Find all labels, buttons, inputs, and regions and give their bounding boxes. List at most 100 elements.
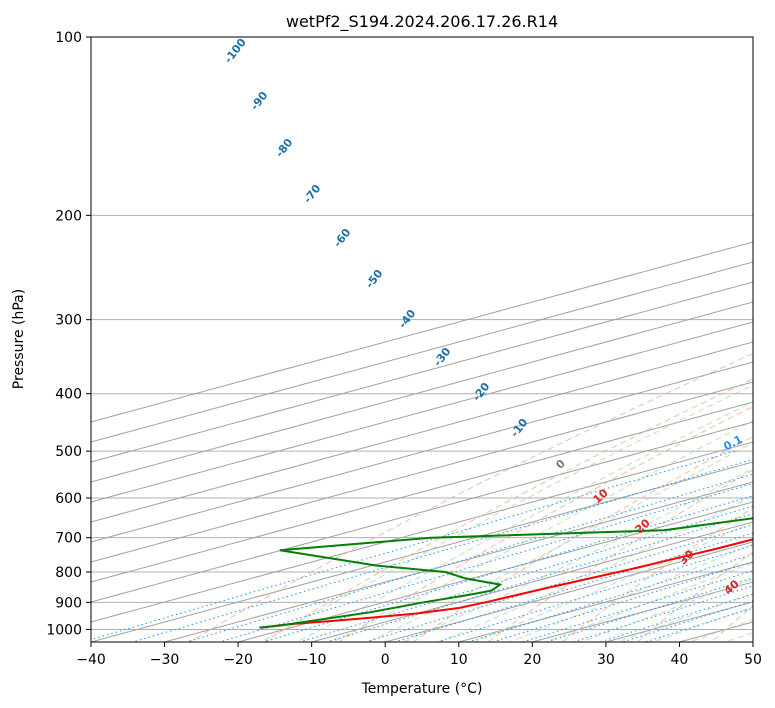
dry-adiabat-label: -100 — [222, 36, 249, 66]
moist-adiabat-line — [579, 578, 753, 642]
moist-adiabat-line — [367, 442, 753, 642]
isotherm-line — [91, 321, 753, 503]
x-tick-label: −20 — [223, 652, 253, 668]
chart-title: wetPf2_S194.2024.206.17.26.R14 — [286, 12, 558, 32]
isotherm-line — [383, 541, 753, 642]
plot-area: -100-90-80-70-60-50-40-30-20-10010203040… — [91, 36, 775, 642]
moist-adiabat-label: 30 — [677, 547, 697, 567]
data-series — [259, 517, 753, 629]
isotherm-line — [91, 341, 753, 523]
moist-adiabat-line — [651, 606, 753, 642]
x-tick-label: −40 — [76, 652, 106, 668]
isotherm-line — [751, 641, 753, 642]
y-axis-ticks: 1000 900 800 700 600 500 400 300 200 100 — [46, 30, 91, 638]
moist-adiabat-line — [295, 401, 753, 642]
y-tick-label: 900 — [55, 595, 82, 611]
mixing-ratio-line — [620, 600, 753, 642]
isotherm-line — [91, 441, 753, 623]
x-tick-label: 20 — [523, 652, 541, 668]
x-axis-label: Temperature (°C) — [361, 681, 483, 697]
mixing-ratio-line — [490, 561, 753, 642]
mixing-ratio-line — [184, 473, 753, 642]
mixing-ratio-line — [643, 607, 753, 642]
x-tick-label: 0 — [381, 652, 390, 668]
mixing-ratio-line — [298, 505, 753, 642]
isotherm-line — [91, 281, 753, 463]
x-tick-label: −30 — [150, 652, 180, 668]
isotherm-line — [236, 501, 753, 642]
isotherm-line — [677, 621, 753, 642]
mixing-ratio-line — [324, 513, 753, 642]
mixing-ratio-line — [435, 544, 753, 642]
isotherm-line — [91, 461, 753, 642]
mixing-ratio-line — [131, 458, 753, 642]
y-tick-label: 200 — [55, 208, 82, 224]
y-tick-label: 600 — [55, 491, 82, 507]
dry-adiabat-label: -70 — [301, 182, 324, 206]
mixing-ratio-line — [466, 553, 753, 642]
x-tick-label: 10 — [450, 652, 468, 668]
moist-adiabat-label: 20 — [633, 516, 653, 536]
dry-adiabat-line — [487, 469, 753, 642]
y-tick-label: 800 — [55, 565, 82, 581]
mixing-ratio-label: 0.2 — [768, 433, 775, 454]
moist-adiabat-line — [543, 562, 753, 642]
dry-adiabat-line — [711, 605, 753, 642]
y-tick-label: 300 — [55, 313, 82, 329]
isotherm-line — [91, 381, 753, 563]
x-axis-ticks: −40 −30 −20 −10 0 10 20 30 40 50 — [76, 642, 762, 668]
y-tick-label: 400 — [55, 387, 82, 403]
moist-adiabat-line — [259, 384, 753, 642]
moist-adiabat-label: 10 — [591, 486, 611, 506]
temperature-profile-line — [261, 538, 753, 629]
isotherm-line — [530, 581, 753, 642]
y-axis-label: Pressure (hPa) — [11, 289, 27, 389]
isotherm-line — [91, 241, 753, 423]
moist-adiabats — [259, 384, 753, 642]
plot-frame — [90, 36, 754, 643]
isotherm-line — [91, 301, 753, 483]
dry-adiabat-label: -50 — [363, 267, 386, 291]
isotherm-line — [91, 401, 753, 583]
y-tick-label: 1000 — [46, 622, 82, 638]
dewpoint-profile-line — [259, 517, 753, 629]
moist-adiabat-line — [687, 619, 753, 642]
dry-adiabat-line — [561, 507, 753, 642]
moist-adiabat-line — [402, 467, 753, 642]
isotherm-line — [91, 261, 753, 443]
isotherm-line — [91, 421, 753, 603]
pressure-gridlines — [91, 37, 753, 630]
mixing-ratio-line — [571, 585, 753, 642]
mixing-ratio-line — [598, 593, 753, 642]
x-tick-label: 30 — [597, 652, 615, 668]
y-tick-label: 700 — [55, 531, 82, 547]
isotherms — [91, 241, 753, 642]
mixing-ratio-label: 0.1 — [721, 433, 744, 454]
moist-adiabat-line — [437, 495, 753, 642]
dry-adiabat-label: -80 — [273, 136, 296, 160]
moist-adiabat-line — [724, 632, 753, 642]
moist-adiabat-label: 0 — [553, 457, 568, 472]
dry-adiabat-label: -20 — [470, 380, 493, 404]
dry-adiabat-label: -90 — [248, 89, 271, 113]
x-tick-label: 50 — [744, 652, 762, 668]
dry-adiabat-line — [412, 436, 753, 642]
moist-adiabat-line — [615, 592, 753, 642]
x-tick-label: −10 — [297, 652, 327, 668]
isotherm-line — [91, 361, 753, 543]
y-tick-label: 100 — [55, 30, 82, 46]
x-tick-label: 40 — [671, 652, 689, 668]
mixing-ratio-line — [364, 524, 753, 642]
dry-adiabat-line — [263, 378, 753, 642]
dry-adiabat-label: -10 — [508, 416, 531, 440]
moist-adiabat-line — [508, 543, 753, 642]
y-tick-label: 500 — [55, 444, 82, 460]
isotherm-line — [309, 521, 753, 642]
mixing-ratio-line — [218, 482, 753, 642]
moist-adiabat-line — [472, 521, 753, 642]
mixing-ratio-lines — [91, 450, 753, 642]
mixing-ratio-line — [91, 450, 735, 641]
moist-adiabat-line — [331, 420, 753, 642]
mixing-ratio-line — [544, 577, 753, 642]
